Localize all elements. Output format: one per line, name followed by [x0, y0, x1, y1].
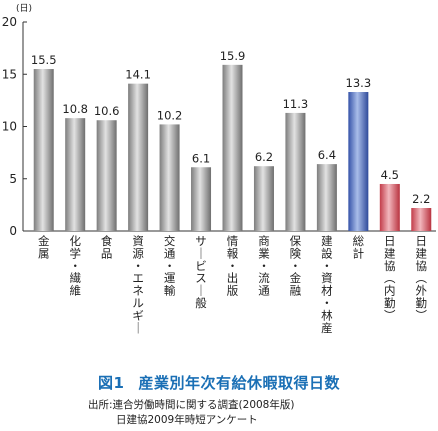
category-label: 保険・金融 — [290, 234, 302, 298]
source-line-1: 出所:連合労働時間に関する調査(2008年版) — [88, 399, 295, 411]
bar — [191, 167, 212, 231]
bar-value-label: 11.3 — [283, 97, 309, 111]
bar-value-label: 13.3 — [346, 76, 372, 90]
y-axis-unit-label: (日) — [16, 3, 32, 14]
bar-value-label: 15.5 — [31, 53, 57, 67]
bar-value-label: 14.1 — [125, 68, 151, 82]
y-tick-label: 5 — [9, 172, 17, 186]
bar — [411, 208, 432, 231]
y-tick-label: 0 — [9, 224, 17, 238]
y-tick-label: 15 — [2, 67, 17, 81]
bar — [348, 92, 369, 231]
source-note: 出所:連合労働時間に関する調査(2008年版) 日建協2009年時短アンケート — [88, 398, 294, 428]
figure-title: 産業別年次有給休暇取得日数 — [138, 374, 340, 392]
y-tick-label: 20 — [2, 15, 17, 29]
category-label: 総計 — [353, 234, 365, 260]
bar-value-label: 10.2 — [157, 108, 183, 122]
figure-number: 図1 — [98, 374, 125, 392]
bar — [159, 124, 180, 231]
category-label: 日建協︵内勤︶ — [384, 234, 396, 322]
bar — [316, 164, 337, 231]
bar-chart: (日) 0 5 10 15 20 15.5 10.8 10.6 14.1 10.2 6.1 15.9… — [2, 3, 436, 335]
category-label: 日建協︵外勤︶ — [416, 234, 428, 322]
bar — [285, 112, 306, 231]
category-labels: 金属 化学・繊維 食品 資源・エネルギ｜ 交通・運輸 サ｜ビス｜般 情報・出版 商業・流通 保険… — [38, 234, 428, 335]
category-label: 情報・出版 — [227, 234, 239, 298]
category-label: 建設・資材・林産 — [321, 234, 333, 335]
category-label: 交通・運輸 — [164, 234, 176, 298]
bar — [96, 120, 117, 231]
bar-value-label: 10.6 — [94, 104, 120, 118]
y-tick-label: 10 — [2, 120, 17, 134]
bar-value-label: 2.2 — [412, 192, 430, 206]
category-label: 金属 — [38, 234, 50, 260]
category-label: 資源・エネルギ｜ — [132, 234, 144, 335]
bar — [128, 83, 149, 231]
bar-value-label: 6.4 — [318, 148, 336, 162]
bar — [379, 183, 400, 231]
bar-value-label: 6.2 — [255, 150, 273, 164]
bar-value-label: 15.9 — [220, 49, 246, 63]
bar — [253, 166, 274, 231]
bars — [33, 64, 432, 232]
category-label: サ｜ビス｜般 — [195, 234, 207, 310]
category-label: 商業・流通 — [258, 234, 270, 298]
bar — [65, 118, 86, 231]
bar — [33, 69, 54, 232]
bar-value-label: 4.5 — [381, 168, 399, 182]
figure-caption: 図1 産業別年次有給休暇取得日数 — [0, 372, 438, 393]
value-labels: 15.5 10.8 10.6 14.1 10.2 6.1 15.9 6.2 11.3 6.4 13.… — [31, 49, 430, 206]
bar-value-label: 6.1 — [192, 151, 210, 165]
category-label: 化学・繊維 — [69, 234, 81, 298]
source-line-2: 日建協2009年時短アンケート — [116, 414, 258, 426]
bar — [222, 64, 243, 231]
bar-value-label: 10.8 — [62, 102, 88, 116]
category-label: 食品 — [101, 234, 113, 260]
